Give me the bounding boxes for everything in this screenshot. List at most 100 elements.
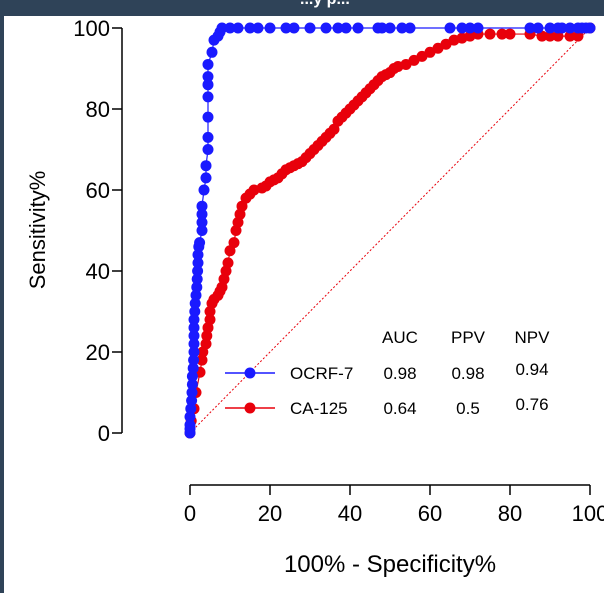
data-point: [191, 281, 203, 293]
data-point: [232, 22, 244, 34]
data-point: [202, 131, 214, 143]
data-point: [544, 22, 556, 34]
data-point: [189, 297, 201, 309]
data-point: [216, 22, 228, 34]
data-point: [496, 28, 508, 40]
data-point: [194, 237, 206, 249]
data-point: [280, 22, 292, 34]
y-tick-label: 100: [73, 16, 110, 41]
y-tick-label: 60: [86, 178, 110, 203]
data-point: [192, 249, 204, 261]
data-point: [444, 22, 456, 34]
data-point: [340, 22, 352, 34]
x-tick-label: 100: [572, 501, 604, 526]
legend-marker: [244, 367, 256, 379]
data-point: [185, 403, 197, 415]
x-tick-label: 0: [184, 501, 196, 526]
data-point: [188, 330, 200, 342]
data-point: [472, 22, 484, 34]
reference-diagonal: [189, 27, 591, 434]
data-point: [188, 338, 200, 350]
table-header: NPV: [515, 328, 551, 347]
legend-label: OCRF-7: [290, 364, 353, 383]
data-point: [484, 28, 496, 40]
data-point: [200, 160, 212, 172]
data-point: [202, 79, 214, 91]
y-tick-label: 80: [86, 97, 110, 122]
data-point: [564, 22, 576, 34]
legend-label: CA-125: [290, 399, 348, 418]
data-point: [196, 225, 208, 236]
data-point: [201, 330, 213, 342]
data-point: [186, 395, 198, 407]
data-point: [504, 28, 516, 40]
table-header: AUC: [382, 328, 418, 347]
data-point: [244, 22, 256, 34]
data-point: [456, 22, 468, 34]
data-point: [202, 144, 214, 155]
data-point: [196, 216, 208, 228]
legend-marker: [244, 402, 256, 414]
data-point: [192, 265, 204, 277]
data-point: [556, 22, 568, 34]
data-point: [191, 273, 203, 285]
data-point: [352, 22, 364, 34]
data-point: [404, 22, 416, 34]
data-point: [196, 200, 208, 212]
data-point: [264, 22, 276, 34]
data-point: [332, 22, 344, 34]
data-point: [252, 22, 264, 34]
left-border: [0, 0, 4, 593]
x-tick-label: 40: [338, 501, 362, 526]
series-ocrf-7: [184, 22, 596, 439]
data-point: [200, 172, 212, 184]
data-point: [188, 322, 200, 334]
legend: AUC PPV NPV OCRF-7 0.98 0.98 0.94 CA-125 0.64 0.5…: [225, 328, 550, 418]
data-point: [188, 354, 200, 366]
data-point: [188, 346, 200, 358]
data-point: [532, 22, 544, 34]
data-point: [192, 257, 204, 269]
data-point: [188, 314, 200, 326]
data-point: [222, 257, 234, 269]
x-axis-label: 100% - Specificity%: [284, 551, 496, 578]
data-point: [288, 22, 300, 34]
data-point: [384, 22, 396, 34]
data-point: [202, 71, 214, 83]
data-point: [200, 338, 212, 350]
data-point: [204, 314, 216, 326]
table-header: PPV: [451, 328, 486, 347]
data-point: [376, 22, 388, 34]
y-axis-label: Sensitivity%: [25, 171, 50, 290]
series-layer: [184, 22, 596, 439]
x-tick-label: 20: [258, 501, 282, 526]
y-tick-label: 40: [86, 259, 110, 284]
data-point: [186, 387, 198, 398]
data-point: [544, 30, 556, 42]
table-cell: 0.64: [383, 399, 416, 418]
table-cell: 0.76: [515, 395, 548, 414]
x-tick-label: 60: [418, 501, 442, 526]
table-cell: 0.94: [515, 360, 548, 379]
data-point: [196, 208, 208, 220]
data-point: [524, 22, 536, 34]
header-title: ...y p...: [300, 0, 350, 9]
data-point: [190, 289, 202, 301]
data-point: [196, 354, 208, 366]
table-cell: 0.98: [451, 364, 484, 383]
data-point: [320, 22, 332, 34]
data-point: [224, 22, 236, 34]
data-point: [206, 46, 218, 58]
data-point: [202, 58, 214, 70]
data-point: [187, 362, 199, 374]
y-tick-label: 20: [86, 340, 110, 365]
data-point: [186, 378, 198, 390]
data-point: [584, 22, 596, 34]
data-point: [564, 30, 576, 42]
axes: 0 20 40 60 80 100 0 20 40 60 80 100: [73, 16, 604, 526]
table-cell: 0.5: [456, 399, 480, 418]
table-cell: 0.98: [383, 364, 416, 383]
data-point: [184, 419, 196, 431]
